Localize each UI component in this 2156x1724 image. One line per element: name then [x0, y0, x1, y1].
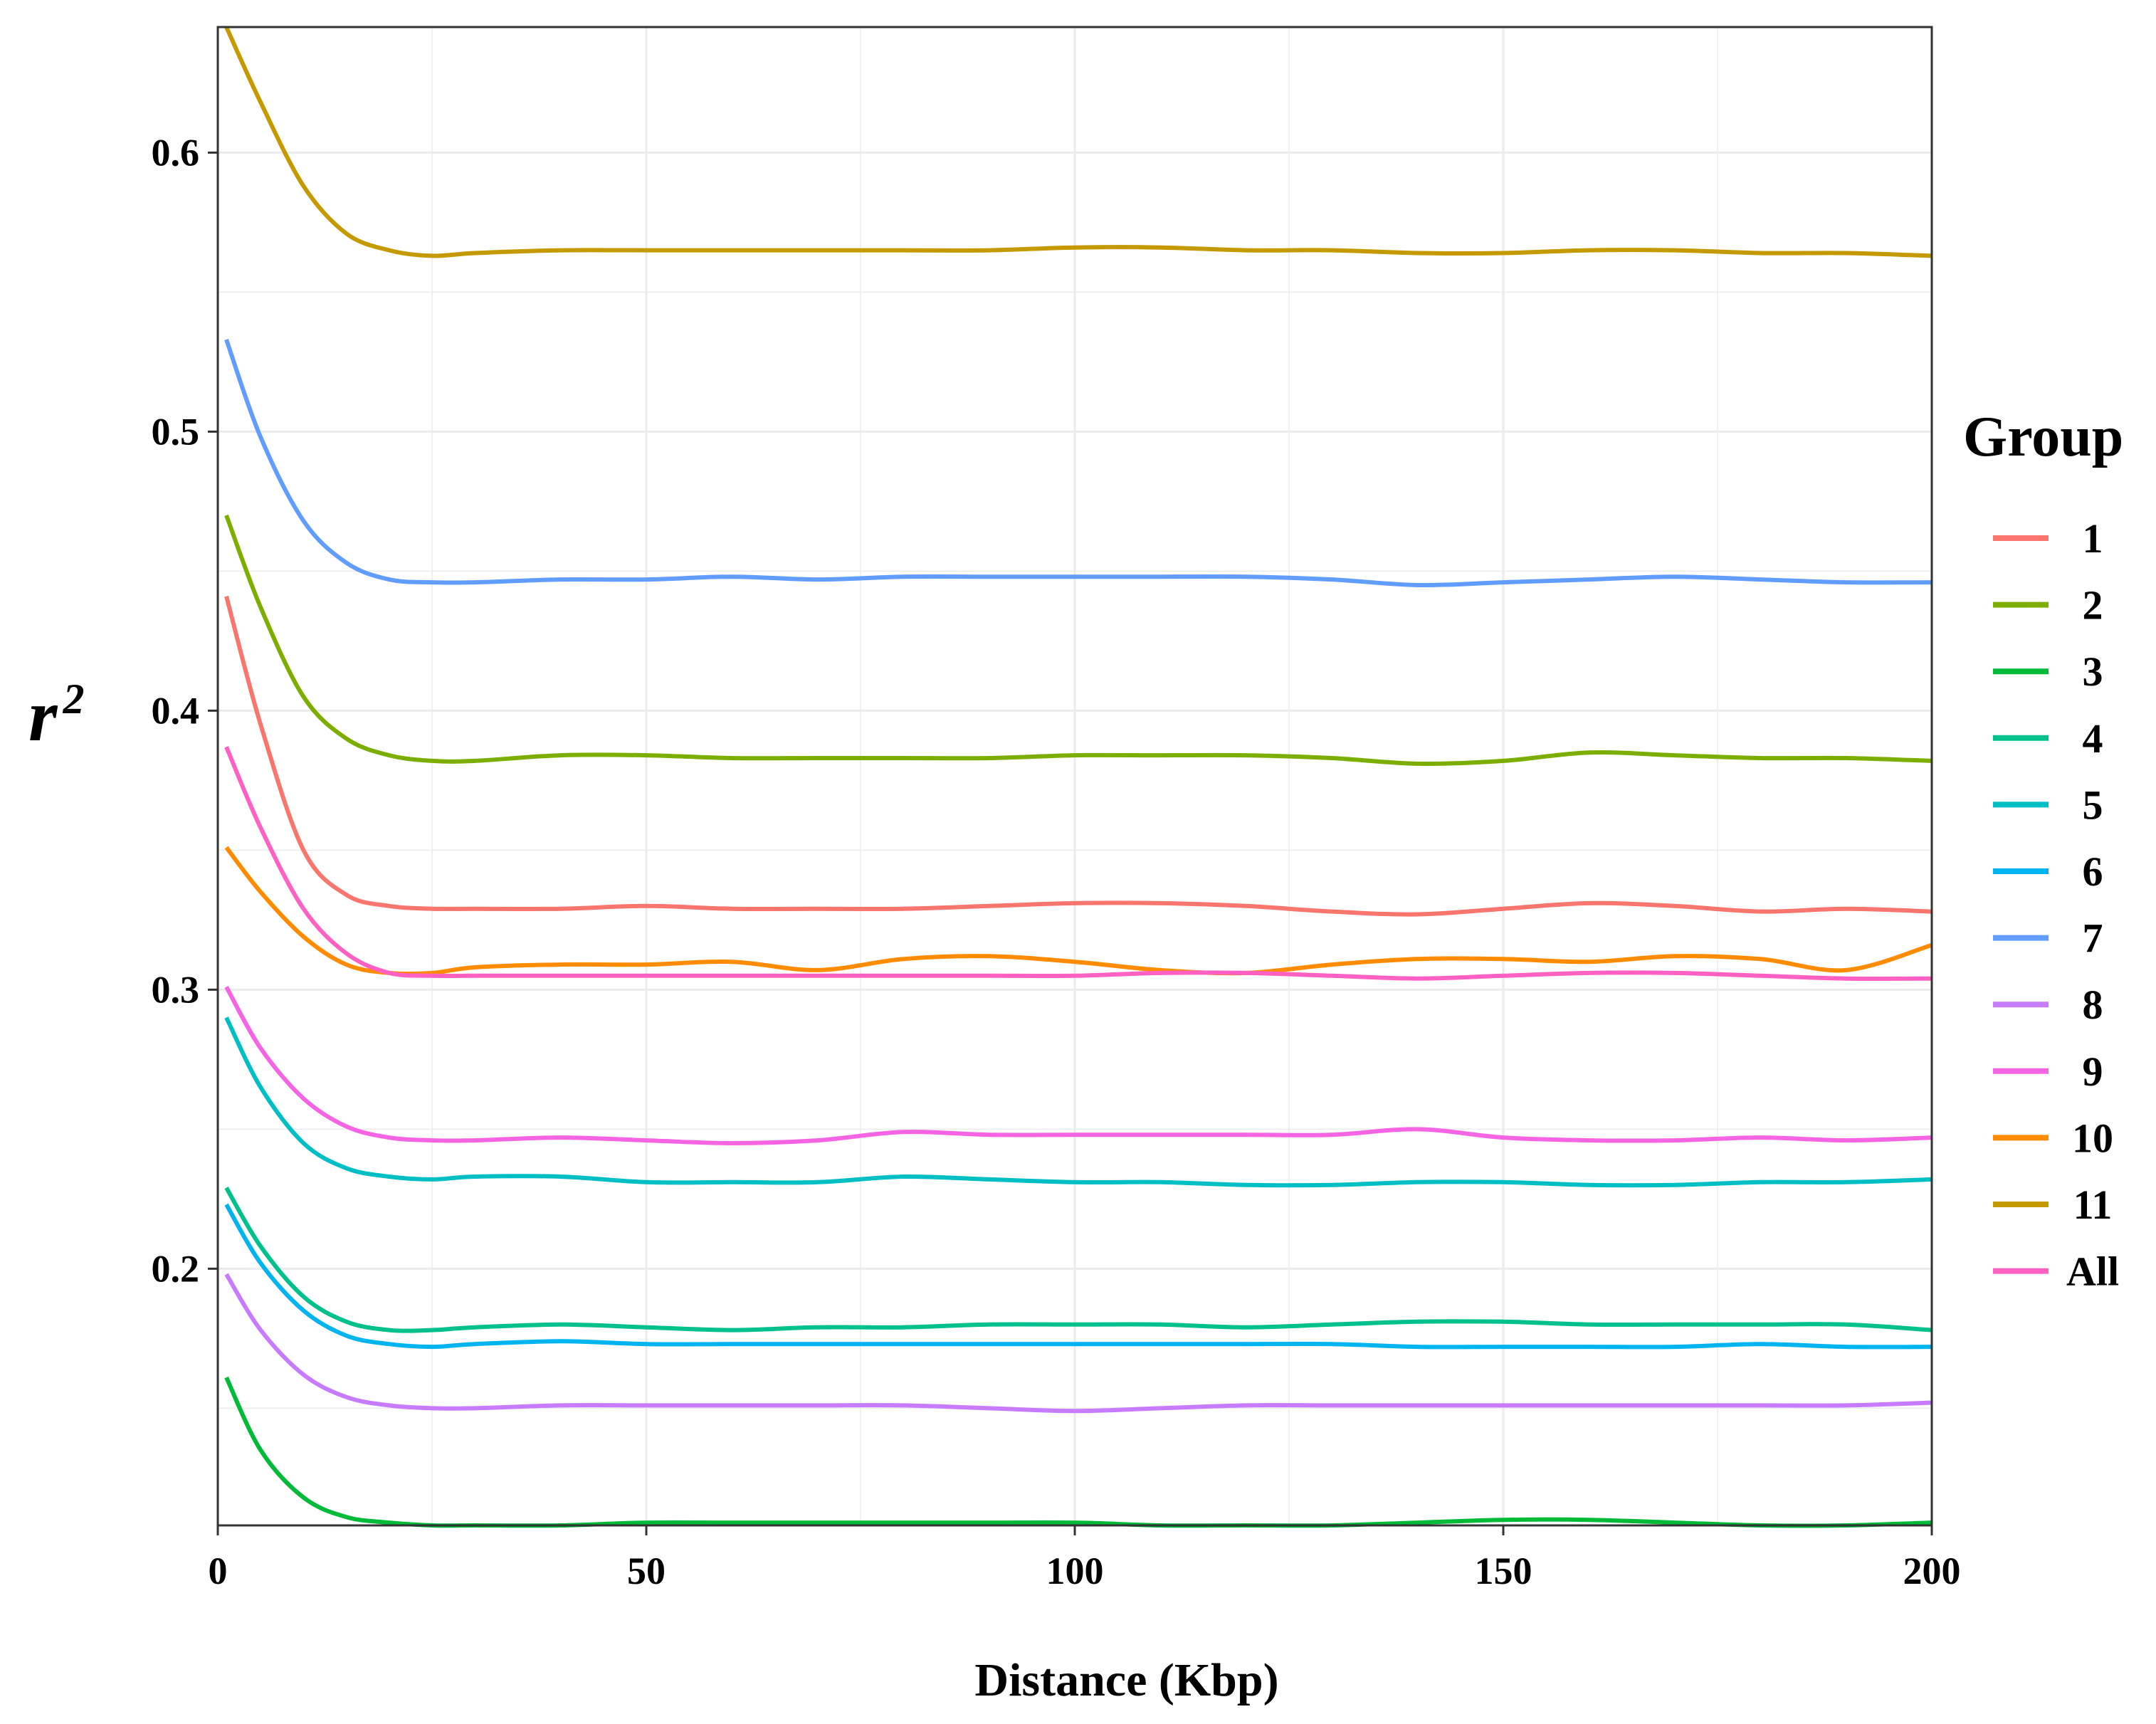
legend-label-8: 8	[2083, 982, 2103, 1028]
axis-ticks	[208, 151, 1933, 1535]
y-axis-title-superscript: 2	[62, 676, 84, 722]
legend-label-5: 5	[2083, 782, 2103, 828]
y-axis-title-r: r	[28, 675, 58, 757]
series-line-all	[224, 746, 1932, 981]
x-tick-label: 100	[1046, 1550, 1104, 1592]
y-tick-label: 0.4	[152, 689, 200, 732]
legend-label-2: 2	[2083, 582, 2103, 629]
series-line-11	[224, 26, 1932, 258]
series-line-7	[224, 338, 1932, 588]
series-line-4	[224, 1187, 1932, 1333]
y-tick-labels: 0.2 0.3 0.4 0.5 0.6	[152, 131, 200, 1290]
legend-label-6: 6	[2083, 848, 2103, 895]
y-tick-label: 0.5	[152, 410, 200, 453]
legend: Group 1 2 3 4 5 6 7 8 9 10 11 All	[1963, 406, 2123, 1295]
legend-label-all: All	[2066, 1249, 2119, 1295]
series-line-9	[224, 986, 1932, 1145]
legend-label-3: 3	[2083, 648, 2103, 695]
y-tick-label: 0.6	[152, 131, 200, 174]
series-line-8	[224, 1273, 1932, 1414]
y-tick-label: 0.3	[152, 968, 200, 1011]
series-line-2	[224, 514, 1932, 767]
legend-label-9: 9	[2083, 1048, 2103, 1095]
x-tick-labels: 0 50 100 150 200	[209, 1550, 1961, 1592]
series-line-3	[224, 1376, 1932, 1528]
x-axis-title: Distance (Kbp)	[974, 1654, 1278, 1706]
y-tick-label: 0.2	[152, 1247, 200, 1290]
x-tick-label: 200	[1903, 1550, 1961, 1592]
legend-label-11: 11	[2073, 1182, 2113, 1228]
series-line-6	[224, 1203, 1932, 1350]
legend-items: 1 2 3 4 5 6 7 8 9 10 11 All	[1993, 515, 2119, 1295]
series-lines	[224, 26, 1932, 1528]
legend-title: Group	[1963, 406, 2123, 468]
legend-label-10: 10	[2072, 1115, 2113, 1161]
x-tick-label: 50	[627, 1550, 666, 1592]
x-tick-label: 0	[209, 1550, 228, 1592]
legend-label-1: 1	[2083, 515, 2103, 562]
legend-label-4: 4	[2083, 715, 2103, 762]
series-line-5	[224, 1016, 1932, 1188]
series-line-1	[224, 595, 1932, 917]
x-tick-label: 150	[1475, 1550, 1532, 1592]
gridlines	[216, 27, 1933, 1525]
legend-label-7: 7	[2083, 915, 2103, 962]
